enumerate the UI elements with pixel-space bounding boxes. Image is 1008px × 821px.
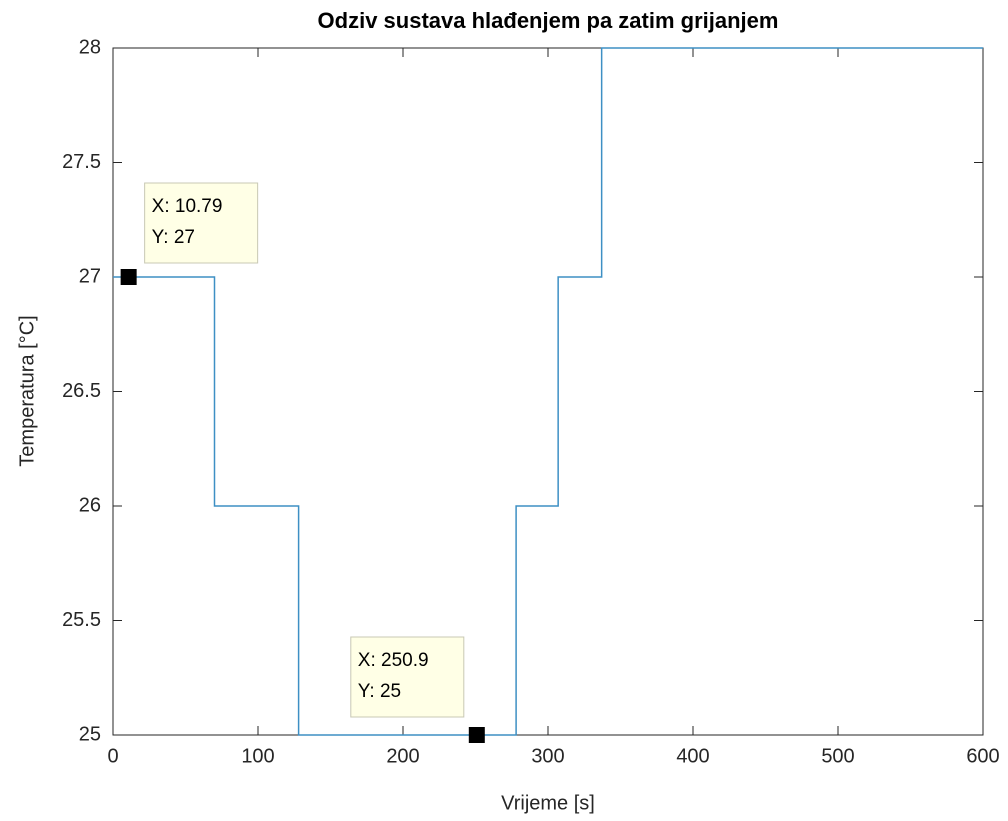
x-tick-label: 400 bbox=[676, 745, 709, 767]
y-tick-label: 27 bbox=[79, 265, 101, 287]
y-axis-label: Temperatura [°C] bbox=[16, 315, 38, 466]
y-tick-label: 25.5 bbox=[62, 609, 101, 631]
y-tick-label: 26 bbox=[79, 494, 101, 516]
chart-title: Odziv sustava hlađenjem pa zatim grijanj… bbox=[318, 8, 779, 33]
data-tip-box bbox=[144, 182, 259, 264]
x-tick-label: 600 bbox=[966, 745, 999, 767]
x-tick-label: 0 bbox=[107, 745, 118, 767]
series-line bbox=[113, 47, 983, 736]
y-tick-label: 27.5 bbox=[62, 151, 101, 173]
y-tick-label: 25 bbox=[79, 723, 101, 745]
data-tip-x: X: 250.9 bbox=[358, 650, 429, 671]
x-axis-label: Vrijeme [s] bbox=[501, 792, 595, 814]
data-tip-box bbox=[350, 636, 465, 718]
y-tick-label: 28 bbox=[79, 36, 101, 58]
x-tick-label: 100 bbox=[241, 745, 274, 767]
x-tick-label: 200 bbox=[386, 745, 419, 767]
y-tick-label: 26.5 bbox=[62, 380, 101, 402]
x-tick-label: 500 bbox=[821, 745, 854, 767]
plot-area bbox=[112, 47, 984, 736]
data-tip-marker bbox=[468, 727, 485, 743]
data-tip-y: Y: 25 bbox=[358, 681, 401, 702]
x-tick-label: 300 bbox=[531, 745, 564, 767]
data-tip-x: X: 10.79 bbox=[152, 196, 223, 217]
data-tip-marker bbox=[120, 269, 137, 285]
data-tip-y: Y: 27 bbox=[152, 227, 195, 248]
